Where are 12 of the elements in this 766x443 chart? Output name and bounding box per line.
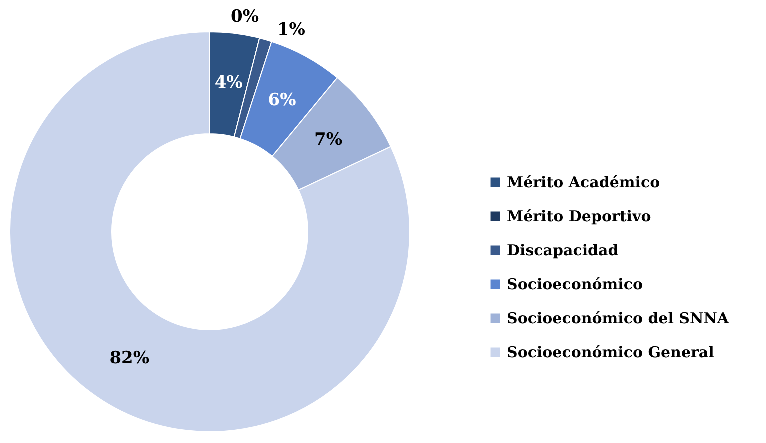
- legend-label: Mérito Deportivo: [507, 208, 652, 226]
- legend-label: Socioeconómico: [507, 276, 643, 294]
- data-label: 4%: [214, 73, 243, 94]
- data-label: 6%: [268, 90, 296, 111]
- legend-label: Socioeconómico General: [507, 344, 715, 362]
- data-label: 82%: [110, 348, 150, 369]
- text: 0%: [231, 6, 260, 27]
- legend-label: Socioeconómico del SNNA: [507, 310, 730, 328]
- data-label: 7%: [314, 130, 343, 150]
- data-label: 1%: [277, 20, 306, 40]
- legend-label: Discapacidad: [507, 242, 620, 260]
- legend-label: Mérito Académico: [507, 174, 660, 192]
